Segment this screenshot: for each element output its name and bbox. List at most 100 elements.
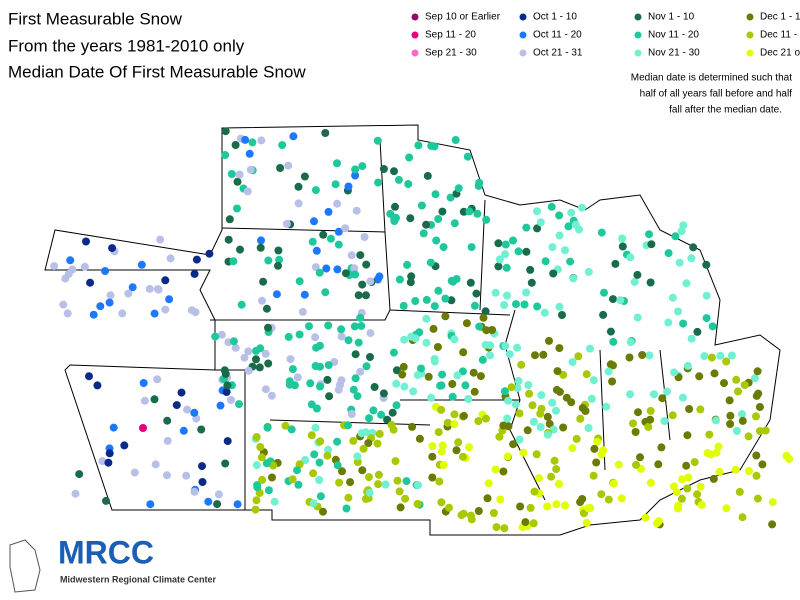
- station-dot: [744, 467, 753, 475]
- station-dot: [578, 203, 586, 212]
- station-dot: [752, 471, 761, 480]
- station-dot: [462, 319, 471, 328]
- station-dot: [344, 336, 353, 345]
- station-dot: [519, 448, 528, 457]
- station-dot: [545, 336, 553, 345]
- station-dot: [400, 382, 409, 391]
- station-dot: [369, 406, 378, 415]
- station-dot: [214, 490, 223, 499]
- station-dot: [405, 153, 414, 162]
- station-dot: [685, 405, 694, 413]
- station-dot: [553, 367, 562, 376]
- station-dot: [683, 484, 692, 493]
- station-dot: [211, 332, 220, 341]
- station-dot: [389, 348, 398, 357]
- station-dot: [476, 372, 485, 381]
- station-dot: [429, 324, 438, 333]
- station-dot: [358, 162, 367, 171]
- station-dot: [428, 442, 437, 451]
- station-dot: [457, 511, 466, 520]
- station-dot: [427, 393, 436, 402]
- station-dot: [484, 479, 493, 488]
- station-dot: [609, 295, 617, 304]
- station-dot: [679, 319, 688, 328]
- station-dot: [705, 430, 714, 439]
- station-dot: [533, 302, 542, 311]
- station-dot: [552, 500, 561, 509]
- station-dot: [507, 383, 516, 392]
- station-dot: [654, 460, 663, 469]
- station-dot: [670, 482, 678, 491]
- station-dot: [259, 277, 268, 286]
- station-dot: [319, 507, 327, 516]
- station-dot: [341, 269, 350, 278]
- station-dot: [261, 385, 270, 394]
- station-dot: [481, 307, 490, 316]
- legend-swatch: [411, 49, 419, 57]
- subtitle: From the years 1981-2010 only: [8, 36, 245, 55]
- station-dot: [391, 457, 400, 466]
- station-dot: [275, 255, 284, 264]
- logo-name: MRCC: [58, 534, 154, 570]
- station-dot: [264, 323, 272, 332]
- station-dot: [644, 422, 653, 431]
- station-dot: [555, 211, 564, 220]
- station-dot: [466, 278, 475, 287]
- station-dot: [406, 214, 415, 223]
- station-dot: [256, 243, 265, 252]
- station-dot: [431, 190, 440, 199]
- station-dot: [366, 277, 375, 286]
- station-dot: [500, 387, 509, 396]
- station-dot: [375, 429, 384, 438]
- station-dot: [373, 136, 382, 145]
- station-dot: [322, 264, 331, 273]
- station-dot: [443, 418, 452, 427]
- station-dot: [293, 373, 302, 382]
- station-dot: [278, 141, 287, 150]
- station-dot: [715, 467, 724, 476]
- station-dot: [499, 467, 508, 476]
- station-dot: [586, 344, 594, 353]
- station-dot: [402, 477, 411, 486]
- station-dot: [93, 381, 102, 390]
- station-dot: [233, 500, 242, 509]
- station-dot: [482, 414, 490, 423]
- station-dot: [370, 383, 379, 391]
- station-dot: [700, 352, 709, 361]
- station-dot: [539, 350, 548, 359]
- station-dot: [707, 450, 716, 459]
- legend-swatch: [411, 31, 419, 39]
- station-dot: [354, 338, 363, 347]
- station-dot: [552, 465, 561, 474]
- station-dot: [589, 376, 598, 385]
- station-dot: [738, 410, 746, 419]
- station-dot: [533, 224, 542, 233]
- station-dot: [390, 215, 399, 224]
- station-dot: [59, 300, 68, 309]
- station-dot: [543, 412, 552, 421]
- station-dot: [616, 296, 625, 305]
- station-dot: [500, 524, 509, 533]
- station-dot: [358, 280, 367, 289]
- station-dot: [294, 199, 303, 208]
- station-dot: [447, 296, 456, 305]
- station-dot: [227, 170, 236, 178]
- station-dot: [362, 362, 371, 371]
- station-dot: [478, 355, 487, 364]
- station-dot: [597, 450, 606, 459]
- station-dot: [459, 411, 468, 420]
- station-dot: [467, 243, 476, 252]
- station-dot: [437, 381, 446, 390]
- station-dot: [708, 322, 717, 331]
- station-dot: [488, 326, 497, 334]
- station-dot: [602, 402, 611, 411]
- station-dot: [392, 366, 401, 375]
- station-dot: [227, 396, 235, 404]
- station-dot: [752, 391, 761, 400]
- station-dot: [237, 300, 246, 309]
- station-dot: [362, 291, 370, 300]
- station-dot: [448, 392, 457, 401]
- station-dot: [366, 329, 375, 338]
- station-dot: [671, 232, 680, 241]
- station-dot: [461, 381, 470, 390]
